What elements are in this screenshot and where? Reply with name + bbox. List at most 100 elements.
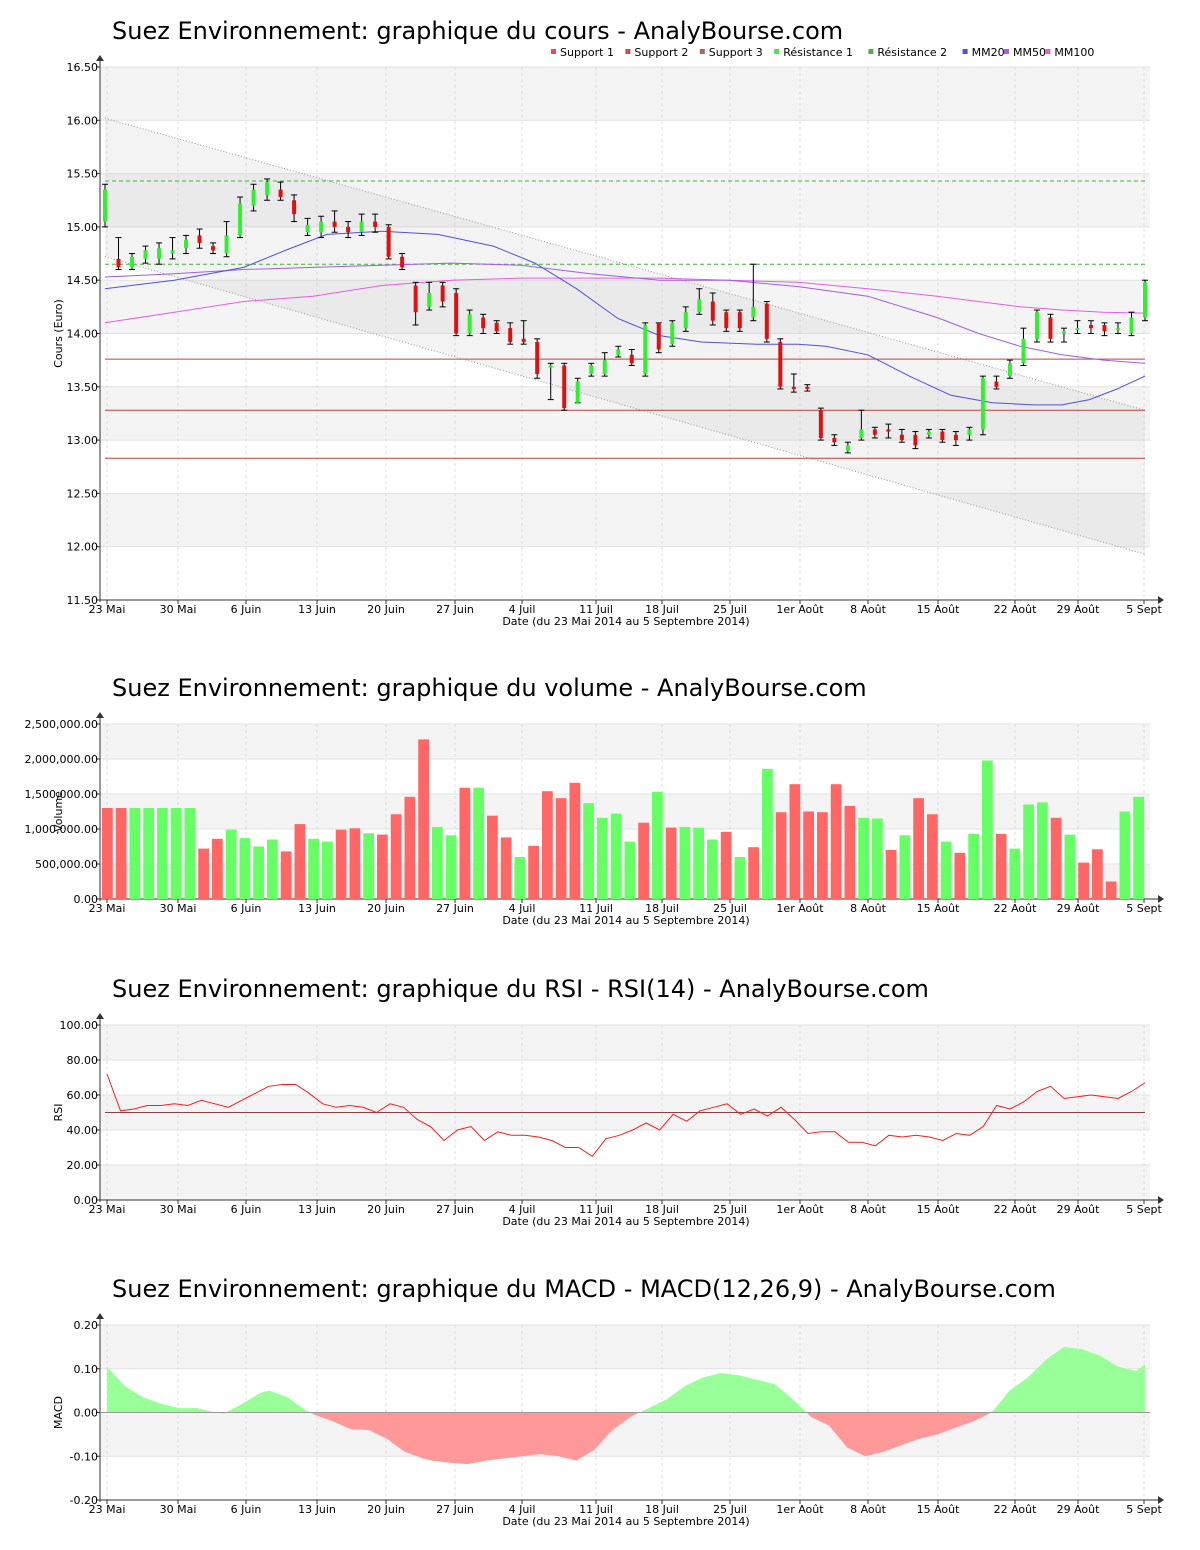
x-tick-label: 6 Juin — [231, 1503, 262, 1516]
volume-bar — [679, 826, 691, 899]
candle-body — [1021, 338, 1026, 364]
volume-bar — [555, 798, 567, 899]
channel-lower-line — [104, 256, 1146, 555]
background-band — [100, 173, 1150, 227]
volume-bar — [143, 808, 154, 899]
candle-body — [656, 322, 661, 350]
volume-bar — [184, 808, 196, 899]
volume-bar — [858, 817, 869, 899]
legend-swatch — [774, 49, 780, 54]
candle-body — [265, 182, 270, 195]
candle-body — [980, 378, 985, 430]
y-axis-label: Cours (Euro) — [52, 299, 65, 368]
x-tick-label: 5 Sept — [1126, 1203, 1162, 1216]
candle-body — [683, 312, 688, 329]
volume-bar — [239, 838, 251, 899]
candle-body — [926, 431, 931, 435]
volume-bar — [280, 851, 292, 899]
x-tick-label: 5 Sept — [1126, 902, 1162, 915]
y-tick-label: 40.00 — [67, 1124, 99, 1137]
volume-bar — [885, 850, 897, 899]
candle-body — [764, 303, 769, 339]
candle-body — [737, 312, 742, 329]
x-tick-label: 8 Août — [850, 603, 887, 616]
y-tick-label: 2,000,000.00 — [25, 753, 98, 766]
candle-body — [940, 431, 945, 441]
volume-bar — [267, 839, 278, 899]
volume-bar — [1105, 881, 1117, 899]
background-band — [100, 1165, 1150, 1200]
x-tick-label: 29 Août — [1057, 902, 1101, 915]
volume-bar — [349, 828, 361, 899]
y-tick-label: -0.10 — [70, 1450, 98, 1463]
candle-body — [548, 365, 553, 368]
candle-body — [454, 292, 459, 334]
candle-body — [130, 256, 135, 268]
candle-body — [643, 324, 648, 375]
candle-body — [602, 360, 607, 375]
candle-body — [238, 203, 243, 236]
x-tick-label: 8 Août — [850, 1503, 887, 1516]
x-tick-label: 13 Juin — [298, 902, 336, 915]
candle-body — [427, 292, 432, 307]
chart-title: Suez Environnement: graphique du volume … — [112, 674, 867, 702]
volume-bar — [542, 791, 553, 899]
legend-label: Support 1 — [560, 46, 614, 59]
candle-body — [521, 338, 526, 343]
candle-body — [886, 429, 891, 432]
candle-body — [184, 239, 189, 249]
candle-body — [791, 386, 796, 389]
y-tick-label: 1,000,000.00 — [25, 823, 98, 836]
candle-body — [1129, 317, 1134, 334]
x-tick-label: 18 Juil — [645, 902, 679, 915]
x-tick-label: 18 Juil — [645, 1203, 679, 1216]
x-tick-label: 4 Juil — [509, 1203, 536, 1216]
y-tick-label: 0.20 — [74, 1319, 99, 1332]
volume-bar — [404, 796, 416, 899]
x-tick-label: 23 Mai — [89, 1503, 126, 1516]
legend-label: Résistance 2 — [877, 46, 947, 59]
candle-body — [1075, 328, 1080, 331]
x-tick-label: 1er Août — [776, 1203, 824, 1216]
candle-body — [400, 256, 405, 268]
candle-body — [670, 322, 675, 345]
volume-bar — [1119, 811, 1131, 899]
volume-bar — [693, 827, 704, 899]
volume-bar — [1009, 848, 1021, 899]
y-tick-label: 15.00 — [67, 221, 99, 234]
volume-bar — [253, 846, 264, 899]
x-tick-label: 20 Juin — [367, 1503, 405, 1516]
candle-body — [1102, 324, 1107, 332]
candle-body — [589, 365, 594, 375]
x-tick-label: 29 Août — [1057, 603, 1101, 616]
candle-body — [197, 235, 202, 243]
volume-bar — [775, 812, 787, 899]
y-tick-label: 14.00 — [67, 328, 99, 341]
background-band — [100, 1025, 1150, 1060]
macd-negative-area — [806, 1412, 992, 1457]
volume-bar — [225, 829, 237, 899]
volume-bar — [1078, 862, 1089, 899]
candle-body — [170, 250, 175, 254]
x-tick-label: 13 Juin — [298, 603, 336, 616]
candle-body — [724, 312, 729, 329]
macd-positive-area — [991, 1346, 1145, 1413]
mm20-line — [104, 230, 1146, 406]
candle-body — [143, 250, 148, 259]
x-tick-label: 22 Août — [994, 1203, 1038, 1216]
volume-bar — [473, 787, 484, 899]
volume-bar — [872, 818, 883, 899]
background-band — [100, 67, 1150, 121]
volume-bar — [927, 814, 938, 899]
legend-swatch — [625, 49, 631, 54]
candle-body — [832, 437, 837, 443]
x-axis-arrow — [1158, 895, 1164, 903]
volume-bar — [129, 808, 141, 899]
volume-bar — [762, 768, 773, 899]
x-tick-label: 25 Juil — [713, 1503, 747, 1516]
y-axis-label: MACD — [52, 1396, 65, 1429]
y-tick-label: 13.00 — [67, 434, 99, 447]
background-band — [100, 493, 1150, 547]
y-tick-label: 11.50 — [67, 594, 99, 607]
candle-body — [913, 434, 918, 446]
